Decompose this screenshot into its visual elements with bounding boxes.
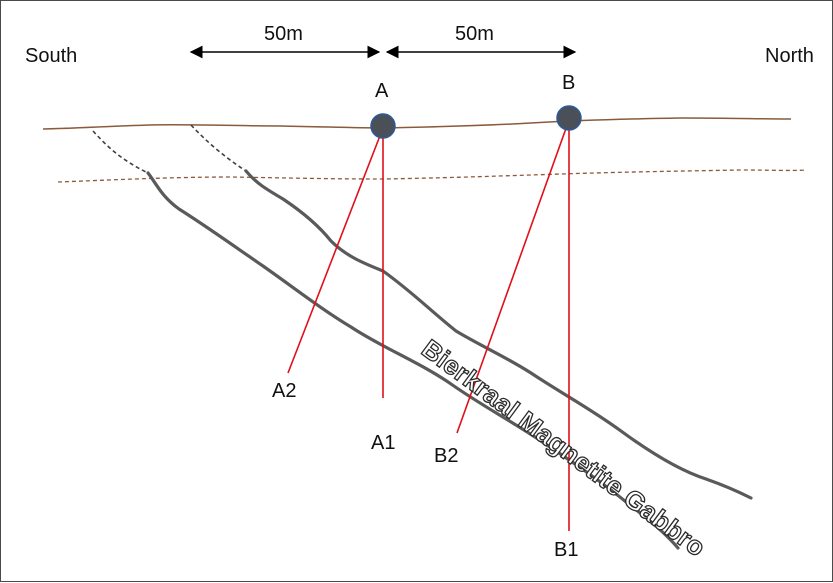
gabbro-upper-contact [244, 169, 753, 500]
weathering-boundary-dashed-line [57, 169, 807, 183]
hole-a2-label: A2 [272, 380, 297, 402]
hole-a1-label: A1 [371, 432, 396, 454]
direction-north-label: North [765, 45, 814, 67]
collar-b-label: B [562, 72, 576, 94]
collar-a-marker [370, 113, 396, 139]
distance-label-left: 50m [264, 23, 303, 45]
collar-b-marker [556, 105, 582, 131]
direction-south-label: South [25, 45, 78, 67]
drillhole-b2 [456, 119, 570, 434]
distance-label-right: 50m [455, 23, 494, 45]
hole-b1-label: B1 [554, 539, 579, 561]
gabbro-lower-contact [146, 171, 680, 550]
drillhole-a2 [287, 127, 384, 374]
gabbro-lower-contact-dashed [92, 130, 149, 174]
collar-a-label: A [375, 80, 389, 102]
ground-surface-line [42, 117, 792, 130]
hole-b2-label: B2 [434, 445, 459, 467]
gabbro-upper-contact-dashed [190, 124, 247, 172]
